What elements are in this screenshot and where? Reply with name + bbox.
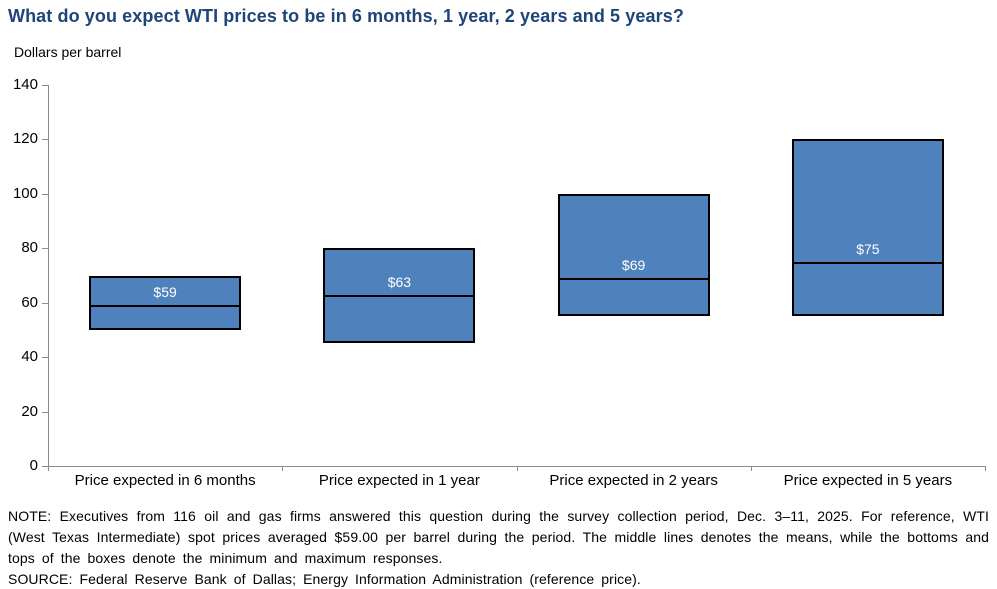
x-axis-tick: [751, 466, 752, 471]
mean-line: [559, 278, 708, 281]
range-bar: $59: [89, 275, 242, 330]
notes-block: NOTE: Executives from 116 oil and gas fi…: [8, 506, 989, 589]
y-axis-tick: [42, 357, 48, 359]
bar-value-label: $63: [387, 273, 412, 290]
y-axis-tick: [42, 411, 48, 413]
y-axis-tick: [42, 248, 48, 250]
x-axis-tick: [517, 466, 518, 471]
y-axis-tick-label: 120: [12, 130, 38, 148]
y-axis-tick: [42, 139, 48, 141]
mean-line: [793, 261, 942, 264]
y-axis-unit-label: Dollars per barrel: [14, 44, 122, 60]
source-text: SOURCE: Federal Reserve Bank of Dallas; …: [8, 571, 641, 587]
range-bar: $69: [557, 193, 710, 317]
mean-line: [91, 305, 240, 308]
y-axis-tick: [42, 466, 48, 467]
bar-value-label: $69: [621, 257, 646, 274]
chart-title: What do you expect WTI prices to be in 6…: [8, 6, 684, 26]
plot-area: $59 $63 $69 $75: [48, 85, 985, 466]
y-axis-tick: [42, 302, 48, 304]
x-axis-tick: [282, 466, 283, 471]
range-bar: $75: [791, 139, 944, 317]
x-axis-line: [48, 466, 985, 467]
x-axis-category-label: Price expected in 2 years: [549, 472, 718, 489]
y-axis-tick-label: 100: [12, 184, 38, 202]
y-axis-tick-label: 0: [29, 457, 38, 474]
y-axis-tick-label: 40: [21, 348, 38, 366]
note-text: NOTE: Executives from 116 oil and gas fi…: [8, 508, 989, 566]
y-axis-tick: [42, 193, 48, 195]
y-axis-tick-label: 60: [21, 293, 38, 311]
y-axis-line: [48, 85, 49, 467]
range-bar: $63: [323, 248, 476, 344]
mean-line: [325, 294, 474, 297]
x-axis-category-label: Price expected in 6 months: [74, 472, 256, 489]
x-axis-tick: [985, 466, 986, 471]
y-axis-tick: [42, 85, 48, 86]
bar-value-label: $59: [153, 284, 177, 301]
y-axis-tick-label: 20: [21, 402, 38, 420]
x-axis-category-label: Price expected in 5 years: [783, 472, 953, 489]
y-axis-tick-label: 140: [12, 76, 38, 93]
x-axis-tick: [48, 466, 49, 471]
y-axis-tick-label: 80: [21, 239, 38, 257]
bar-value-label: $75: [856, 240, 880, 257]
x-axis-category-label: Price expected in 1 year: [318, 472, 480, 489]
